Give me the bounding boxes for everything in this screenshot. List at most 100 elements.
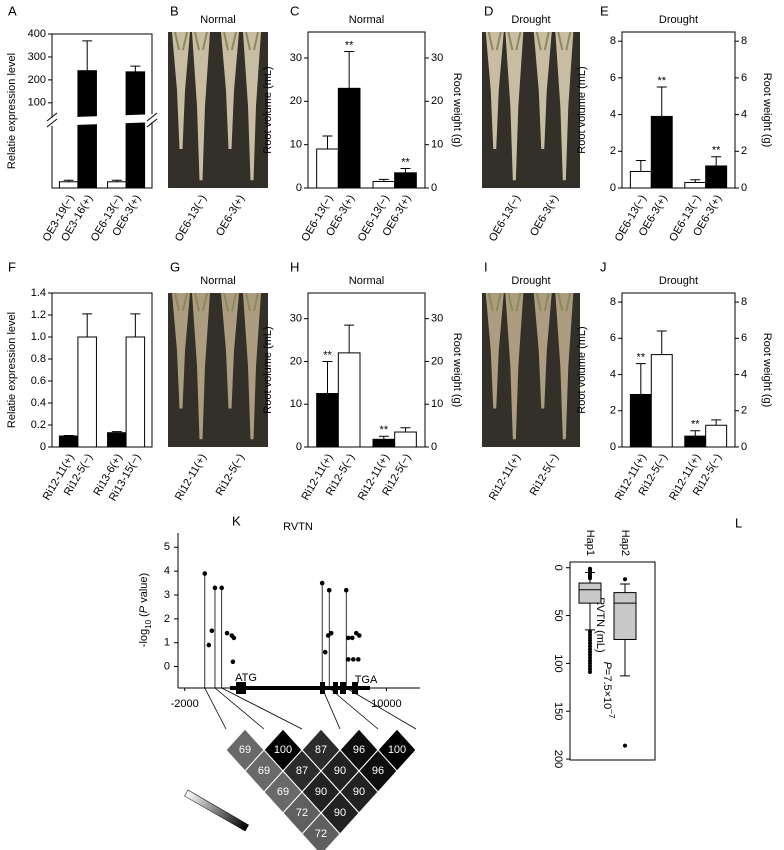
chart-title: RVTN <box>283 521 313 533</box>
shoot-shape <box>194 31 208 51</box>
y-axis-label-part: value) <box>138 573 150 606</box>
plot-frame <box>307 31 426 189</box>
shoot-shape <box>557 31 572 51</box>
y2-axis-label: Root weight (g) <box>451 73 463 148</box>
gene-body <box>230 686 370 690</box>
point <box>319 580 325 586</box>
chart-title: Normal <box>349 275 384 287</box>
photo-title: Normal <box>200 14 235 26</box>
outlier <box>588 661 592 666</box>
point <box>206 642 212 648</box>
point <box>349 635 355 641</box>
y-tick-label: 0 <box>40 441 46 453</box>
ld-value: 100 <box>274 744 292 756</box>
y2-tick-label: 6 <box>741 72 747 84</box>
root-shape <box>505 32 524 181</box>
bar <box>394 431 417 448</box>
error-bar <box>111 431 122 433</box>
y-tick-label: 0 <box>164 660 170 672</box>
outlier <box>588 576 592 581</box>
error-bar <box>322 360 333 394</box>
bar <box>650 115 673 189</box>
error-bar <box>711 156 722 166</box>
y2-tick-label: 10 <box>431 139 443 151</box>
exon <box>352 682 358 694</box>
y-axis-label: Root volume (mL) <box>262 66 274 153</box>
bar <box>107 432 127 448</box>
panel-label: F <box>8 259 16 274</box>
bar <box>316 148 339 189</box>
y-tick-label: 10 <box>290 139 302 151</box>
y2-tick-label: 30 <box>431 313 443 325</box>
y2-tick-label: 20 <box>431 355 443 367</box>
error-bar <box>378 435 389 440</box>
shoot-shape <box>174 292 188 312</box>
y-axis-label: RVTN (mL) <box>594 597 606 652</box>
gene-label: ATG <box>235 672 257 684</box>
whisker-low <box>620 583 630 593</box>
y-tick-label: 4 <box>610 108 616 120</box>
error-bar <box>111 179 122 182</box>
error-bar <box>378 178 389 182</box>
panel-label: I <box>484 259 488 274</box>
point <box>322 649 328 655</box>
y-tick-label: 5 <box>164 541 170 553</box>
ld-cell <box>301 812 341 850</box>
annotation-part: =7.5×10 <box>601 669 613 709</box>
ld-value: 90 <box>353 786 365 798</box>
error-bar <box>635 159 646 172</box>
y-tick-label: 50 <box>552 609 564 621</box>
error-bar <box>400 427 411 433</box>
panel-label: A <box>8 3 17 18</box>
y-axis-label-part: -log <box>138 629 150 647</box>
y-axis-label: Root volume (mL) <box>576 66 588 153</box>
root-shape <box>485 32 504 149</box>
root-shape <box>555 293 574 440</box>
y-axis-label: Relatie expression level <box>6 312 18 428</box>
error-bar <box>690 179 701 183</box>
chart-title: Normal <box>349 14 384 26</box>
point <box>343 587 349 593</box>
significance-label: ** <box>712 145 721 157</box>
point <box>202 571 208 576</box>
error-bar <box>63 434 74 436</box>
panel-label: H <box>290 259 299 274</box>
error-bar <box>130 65 141 72</box>
significance-label: ** <box>345 39 354 51</box>
significance-label: ** <box>380 424 389 436</box>
root-shape <box>192 32 210 181</box>
plot-frame <box>621 31 736 189</box>
ld-value: 90 <box>315 786 327 798</box>
bar <box>125 336 146 448</box>
x-tick-label: 10000 <box>371 698 402 710</box>
y-tick-label: 100 <box>28 97 46 109</box>
outlier <box>588 632 592 637</box>
plot-frame <box>307 292 426 448</box>
y-tick-label: 8 <box>610 296 616 308</box>
bar <box>316 393 339 448</box>
photo-label: Ri12-11(+) <box>173 452 209 503</box>
point <box>326 587 332 593</box>
y2-tick-label: 2 <box>741 405 747 417</box>
panel-label: D <box>484 3 493 18</box>
bar <box>650 354 673 448</box>
y-axis-label: Root volume (mL) <box>576 326 588 413</box>
y-tick-label: 150 <box>552 702 564 720</box>
error-bar <box>400 168 411 173</box>
break-mark <box>46 112 58 122</box>
panel-label: B <box>170 3 179 18</box>
whisker-high <box>585 603 595 631</box>
bar <box>58 435 79 448</box>
y-tick-label: 2 <box>164 613 170 625</box>
bar <box>629 393 652 448</box>
ld-value: 69 <box>277 786 289 798</box>
significance-label: ** <box>323 349 332 361</box>
y-tick-label: 30 <box>290 52 302 64</box>
y2-tick-label: 20 <box>431 95 443 107</box>
photo-label: OE6-3(+) <box>528 193 561 238</box>
panel-label: E <box>600 3 609 18</box>
y2-tick-label: 2 <box>741 145 747 157</box>
root-shape <box>172 32 190 149</box>
gene-label: TGA <box>355 674 378 686</box>
